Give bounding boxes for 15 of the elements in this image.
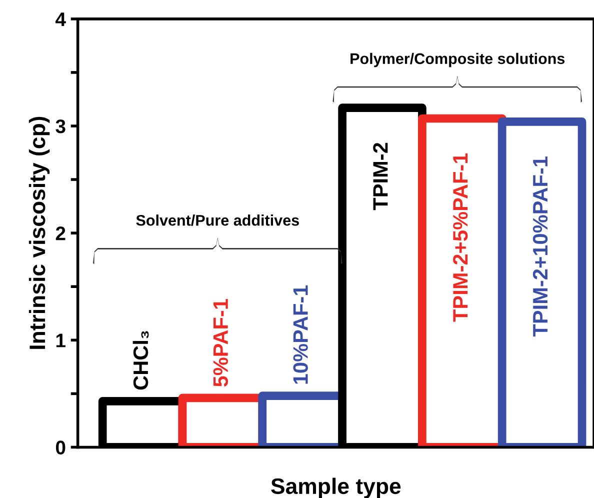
y-tick-label: 0 [56, 440, 66, 454]
y-tick-label: 3 [56, 119, 66, 134]
y-tick-label: 4 [55, 12, 66, 26]
y-tick-label: 2 [56, 226, 66, 240]
x-tick-label: CHCl₃ [132, 331, 149, 390]
x-tick-label: TPIM-2 [373, 142, 388, 210]
x-tick-label: 10%PAF-1 [293, 285, 308, 384]
annotation: Solvent/Pure additives [136, 214, 299, 226]
x-axis-title: Sample type [271, 478, 401, 498]
y-axis-title: Intrinsic viscosity (cp) [28, 116, 50, 349]
y-tick-label: 1 [56, 334, 66, 348]
annotation: Polymer/Composite solutions [350, 52, 565, 68]
x-tick-label: TPIM-2+5%PAF-1 [452, 153, 468, 322]
x-tick-label: 5%PAF-1 [213, 299, 228, 387]
x-tick-label: TPIM-2+10%PAF-1 [532, 156, 548, 337]
